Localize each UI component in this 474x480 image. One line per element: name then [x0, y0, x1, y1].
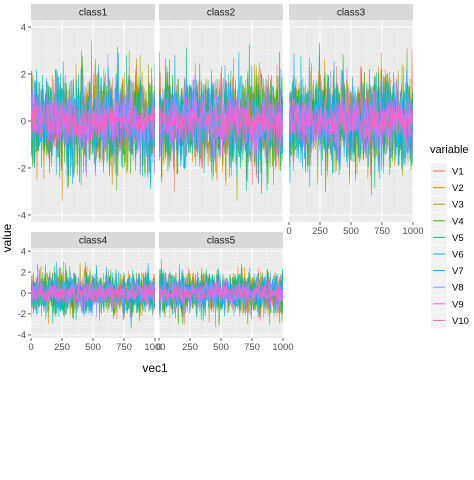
series-line-V10	[159, 278, 283, 306]
series-line-V10	[289, 88, 413, 150]
series-line-V7	[31, 52, 155, 189]
x-tick-label: 1000	[144, 342, 165, 353]
facet-panels: class1 -4 -2 0 2 4 class2 class3 0 250 500 750 1000 c…	[18, 4, 424, 353]
x-tick-label: 750	[374, 226, 390, 237]
series-line-V10	[31, 95, 155, 150]
facet-strip	[31, 232, 155, 248]
facet-series-group	[289, 42, 413, 196]
legend-entry-label: V6	[452, 250, 464, 261]
x-tick-label: 0	[156, 342, 161, 353]
x-tick-label: 250	[54, 342, 70, 353]
legend-entry-label: V3	[452, 200, 464, 211]
legend-entry-label: V5	[452, 233, 464, 244]
facet-series-group	[31, 41, 155, 201]
x-tick-label: 250	[182, 342, 198, 353]
facet-strip	[31, 4, 155, 20]
x-axis-title: vec1	[142, 361, 168, 375]
facet-strip-label: class2	[207, 8, 236, 19]
facet-strip	[289, 4, 413, 20]
y-axis-title: value	[0, 223, 14, 252]
x-tick-label: 500	[85, 342, 101, 353]
y-tick-label: 4	[21, 22, 26, 33]
legend-entry-label: V10	[452, 316, 469, 327]
legend-entry-label: V8	[452, 283, 464, 294]
legend-title: variable	[430, 144, 469, 156]
y-tick-label: 2	[21, 267, 26, 278]
legend-entry-label: V9	[452, 299, 464, 310]
x-tick-label: 500	[343, 226, 359, 237]
y-tick-label: 0	[21, 116, 26, 127]
facet-strip-label: class1	[79, 8, 108, 19]
facet-series-group	[31, 261, 155, 329]
y-tick-label: -4	[18, 330, 26, 341]
y-tick-label: 0	[21, 288, 26, 299]
series-line-V10	[31, 280, 155, 305]
legend-entry-label: V1	[452, 167, 464, 178]
legend-entry-label: V2	[452, 183, 464, 194]
facet-strip-label: class4	[79, 236, 108, 247]
y-tick-label: -2	[18, 309, 26, 320]
y-tick-label: 4	[21, 246, 26, 257]
x-tick-label: 750	[244, 342, 260, 353]
x-tick-label: 0	[28, 342, 33, 353]
facet-strip	[159, 4, 283, 20]
x-tick-label: 0	[286, 226, 291, 237]
legend-entry-label: V7	[452, 266, 464, 277]
x-tick-label: 250	[312, 226, 328, 237]
legend: variable V1 V2 V3 V4 V5 V6 V7 V8 V9 V10	[430, 144, 469, 329]
y-tick-label: -4	[18, 210, 26, 221]
series-line-V10	[159, 99, 283, 150]
series-line-V8	[31, 53, 155, 178]
x-tick-label: 1000	[272, 342, 293, 353]
facet-series-group	[159, 259, 283, 328]
facet-series-group	[159, 44, 283, 201]
facet-strip-label: class5	[207, 236, 236, 247]
x-tick-label: 1000	[402, 226, 423, 237]
facet-strip-label: class3	[337, 8, 366, 19]
x-tick-label: 500	[213, 342, 229, 353]
y-tick-label: -2	[18, 163, 26, 174]
y-tick-label: 2	[21, 69, 26, 80]
legend-entry-label: V4	[452, 216, 464, 227]
x-tick-label: 750	[116, 342, 132, 353]
facet-strip	[159, 232, 283, 248]
